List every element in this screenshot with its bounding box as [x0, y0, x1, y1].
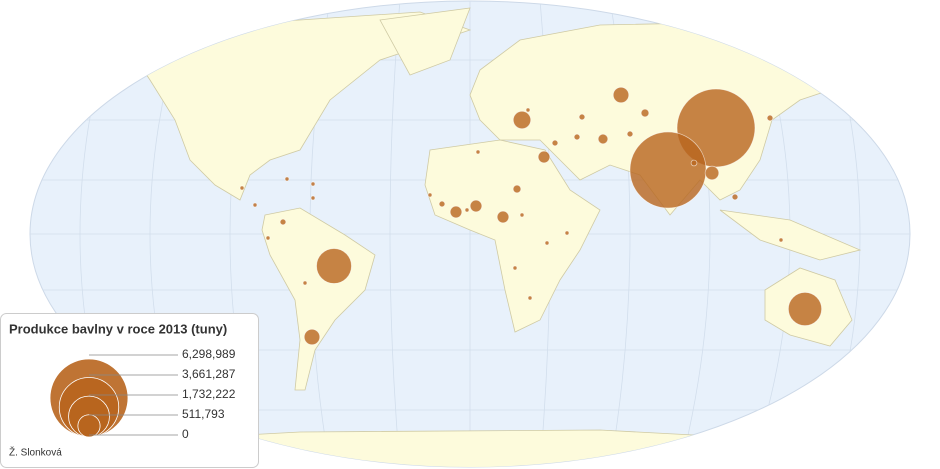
- bubble: [551, 139, 559, 147]
- bubble: [302, 280, 308, 286]
- bubble: [519, 212, 525, 218]
- bubble: [239, 185, 245, 191]
- bubble: [310, 181, 316, 187]
- bubble: [578, 113, 586, 121]
- bubble: [626, 130, 634, 138]
- bubble: [573, 133, 581, 141]
- bubble: [640, 108, 650, 118]
- legend-label: 1,732,222: [182, 387, 236, 401]
- legend-label: 6,298,989: [182, 347, 236, 361]
- bubble: [303, 328, 321, 346]
- legend-label: 0: [182, 427, 189, 441]
- bubble: [316, 248, 352, 284]
- bubble: [427, 192, 433, 198]
- bubble: [564, 230, 570, 236]
- legend-items: 6,298,989 3,661,287 1,732,222 511,793 0: [49, 347, 236, 441]
- bubble: [438, 200, 446, 208]
- legend: Produkce bavlny v roce 2013 (tuny) Ž. Sl…: [0, 313, 259, 468]
- bubble: [512, 265, 518, 271]
- bubble: [537, 150, 551, 164]
- bubble: [252, 202, 258, 208]
- bubble: [512, 110, 532, 130]
- bubble: [525, 107, 531, 113]
- legend-label: 3,661,287: [182, 367, 236, 381]
- bubble: [265, 235, 271, 241]
- bubble: [612, 86, 630, 104]
- bubble: [284, 176, 290, 182]
- bubble: [597, 133, 609, 145]
- bubble: [731, 193, 739, 201]
- bubble: [310, 195, 316, 201]
- bubble: [766, 114, 774, 122]
- bubble: [704, 165, 720, 181]
- bubble: [279, 218, 287, 226]
- bubble: [475, 149, 481, 155]
- bubble: [690, 159, 698, 167]
- bubble: [512, 184, 522, 194]
- credit: Ž. Slonková: [9, 446, 62, 459]
- bubble: [778, 237, 784, 243]
- bubble: [496, 210, 510, 224]
- bubble: [629, 131, 707, 209]
- legend-circle: [77, 414, 101, 438]
- bubble: [469, 199, 483, 213]
- bubble: [527, 295, 533, 301]
- bubble: [449, 205, 463, 219]
- legend-label: 511,793: [182, 407, 225, 421]
- bubble: [464, 207, 470, 213]
- bubble: [787, 291, 823, 327]
- legend-title: Produkce bavlny v roce 2013 (tuny): [9, 321, 227, 336]
- bubbles: [239, 86, 823, 346]
- bubble: [544, 240, 550, 246]
